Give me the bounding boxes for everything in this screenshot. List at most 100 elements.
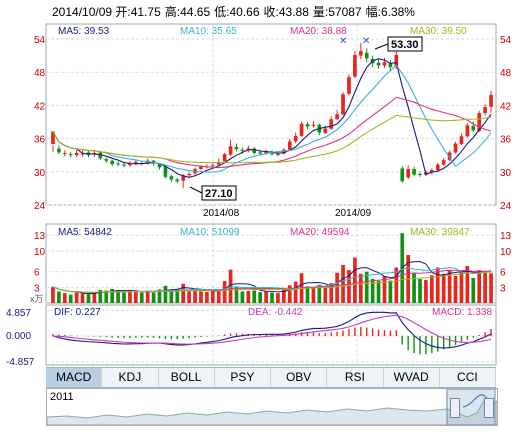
volume-bar <box>74 292 79 303</box>
candle <box>364 52 369 59</box>
volume-bar <box>187 291 191 303</box>
candle <box>477 113 482 131</box>
volume-bar <box>418 279 422 303</box>
candle <box>358 51 363 56</box>
volume-bar <box>139 292 144 303</box>
candle <box>110 160 114 165</box>
volume-ytick: 3 <box>34 283 40 294</box>
candle <box>335 114 339 120</box>
macd-histogram <box>52 326 492 355</box>
volume-grid <box>46 234 496 288</box>
navigator-left-handle[interactable] <box>450 398 460 418</box>
volume-bar <box>57 291 61 303</box>
candle <box>163 166 168 177</box>
date-open: 2014/10/09 开:41.75 <box>52 5 161 19</box>
volume-bar <box>80 293 85 303</box>
candle <box>169 176 174 180</box>
candle <box>412 169 416 175</box>
volume-ma20-label: MA20: 49594 <box>290 227 350 238</box>
candle <box>68 154 73 156</box>
macd-ytick-bottom: -4.857 <box>6 357 35 366</box>
tab-macd[interactable]: MACD <box>46 368 103 387</box>
volume-ma30-line <box>52 271 492 293</box>
macd-panel-frame <box>45 304 497 366</box>
volume-ytick: 6 <box>34 268 40 279</box>
candle <box>353 55 357 77</box>
candle <box>98 152 103 159</box>
volume-bar <box>424 280 428 303</box>
price-ytick: 30 <box>34 168 46 179</box>
candle <box>394 55 399 68</box>
candle <box>80 153 85 155</box>
price-panel-frame <box>45 23 497 206</box>
candle <box>293 135 298 142</box>
quote-header: 2014/10/09 开:41.75 高:44.65 低:40.66 收:43.88 量… <box>52 3 419 20</box>
stock-chart[interactable]: MA5: 39.53 MA10: 35.65 MA20: 38.88 MA30:… <box>0 0 518 366</box>
candle <box>128 163 132 166</box>
candle <box>382 62 387 66</box>
low-value: 低:40.66 <box>214 5 260 19</box>
price-candles <box>51 42 493 188</box>
candle <box>116 163 120 165</box>
volume-bar <box>370 279 375 303</box>
candle <box>299 123 304 136</box>
volume-bar <box>104 290 109 303</box>
high-annotation-value: 53.30 <box>391 39 419 51</box>
volume-bar <box>447 270 452 303</box>
candle <box>418 174 422 176</box>
volume-ytick-right: 13 <box>500 231 512 242</box>
volume-bar <box>228 269 233 303</box>
candle <box>400 168 405 182</box>
volume-ma10-label: MA10: 51099 <box>180 227 240 238</box>
volume-bar <box>341 264 345 303</box>
tab-cci[interactable]: CCI <box>440 368 496 387</box>
candle <box>252 148 257 153</box>
change-value: 幅:6.38% <box>365 5 415 19</box>
price-ma30-label: MA30: 39.50 <box>410 26 467 37</box>
price-ytick-right: 48 <box>500 68 512 79</box>
tab-boll[interactable]: BOLL <box>159 368 215 387</box>
volume-bar <box>453 275 458 303</box>
volume-bar <box>329 283 334 303</box>
volume-bar <box>358 273 363 303</box>
volume-bar <box>86 294 91 303</box>
volume-bar <box>216 289 221 303</box>
volume-bar <box>98 289 103 303</box>
tab-wvad[interactable]: WVAD <box>384 368 440 387</box>
volume-bar <box>128 289 132 303</box>
candle <box>104 159 109 161</box>
macd-value-label: MACD: 1.338 <box>432 307 492 318</box>
candle <box>51 131 55 145</box>
tab-kdj[interactable]: KDJ <box>102 368 159 387</box>
range-navigator[interactable]: 2011 <box>46 388 498 426</box>
volume-bar <box>116 291 120 303</box>
tab-rsi[interactable]: RSI <box>327 368 384 387</box>
candle <box>441 160 446 165</box>
volume-bar <box>305 286 310 303</box>
volume-bar <box>193 290 197 303</box>
macd-dea-line <box>52 314 492 345</box>
candle <box>376 62 381 66</box>
macd-lines <box>52 311 492 349</box>
candle <box>181 175 186 181</box>
volume-bar <box>388 280 393 303</box>
price-ma10-line <box>52 64 492 173</box>
tab-obv[interactable]: OBV <box>271 368 328 387</box>
volume-bar <box>435 267 440 303</box>
volume-bar <box>264 291 268 303</box>
volume-bar <box>459 270 464 303</box>
volume-bar <box>169 289 174 303</box>
tab-psy[interactable]: PSY <box>215 368 271 387</box>
volume-unit: x万 <box>30 294 44 304</box>
volume-bar <box>293 281 298 303</box>
candle <box>435 164 440 171</box>
volume-bar <box>465 265 470 303</box>
candle <box>258 152 262 154</box>
navigator-right-handle[interactable] <box>484 398 494 418</box>
volume-bar <box>477 270 482 303</box>
volume-moving-averages <box>52 260 492 295</box>
macd-dif-label: DIF: 0.227 <box>54 307 101 318</box>
price-ma20-label: MA20: 38.88 <box>290 26 347 37</box>
volume-bar <box>287 285 292 303</box>
volume-bar <box>317 284 322 303</box>
